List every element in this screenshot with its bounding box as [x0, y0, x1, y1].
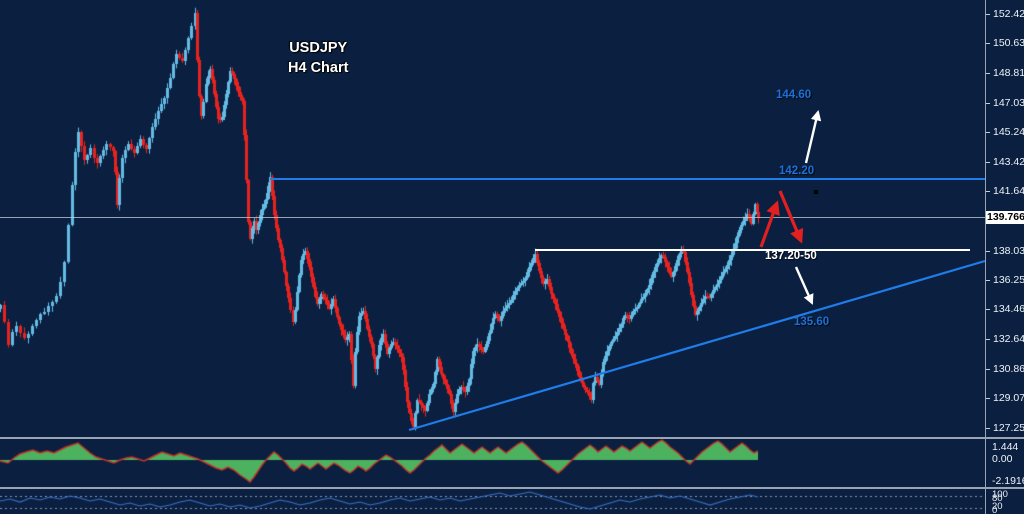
- support-line-137[interactable]: [535, 249, 970, 251]
- axis-tick: [986, 428, 990, 429]
- resistance-line-142[interactable]: [270, 178, 985, 180]
- axis-tick: [986, 43, 990, 44]
- price-axis-label: 150.635: [993, 37, 1024, 49]
- current-price-tag: 139.766: [986, 211, 1024, 224]
- timeframe-label: H4 Chart: [288, 60, 349, 76]
- price-axis-label: 130.860: [993, 363, 1024, 375]
- axis-tick: [986, 73, 990, 74]
- price-axis-label: 129.075: [993, 392, 1024, 404]
- axis-tick: [986, 369, 990, 370]
- axis-tick: [986, 162, 990, 163]
- price-axis-label: 147.030: [993, 97, 1024, 109]
- oscillator-scale-min: -2.1916: [992, 475, 1024, 487]
- axis-tick: [986, 14, 990, 15]
- axis-tick: [986, 191, 990, 192]
- chart-title: USDJPY H4 Chart: [288, 38, 348, 78]
- price-axis-label: 132.645: [993, 333, 1024, 345]
- stochastic-scale-80: 80: [992, 493, 1003, 504]
- stochastic-scale-20: 20: [992, 501, 1003, 512]
- annotation-resistance: 142.20: [779, 165, 815, 177]
- price-axis-border: [985, 0, 986, 514]
- panel-separator-2[interactable]: [0, 487, 1024, 489]
- annotation-support-zone: 137.20-50: [765, 250, 817, 262]
- axis-tick: [986, 398, 990, 399]
- axis-tick: [986, 280, 990, 281]
- oscillator-scale-max: 1.444: [992, 441, 1019, 453]
- price-axis-label: 143.425: [993, 156, 1024, 168]
- price-axis-label: 141.640: [993, 185, 1024, 197]
- price-axis-label: 152.420: [993, 8, 1024, 20]
- price-axis-label: 145.245: [993, 126, 1024, 138]
- object-anchor-dot[interactable]: [814, 190, 818, 194]
- oscillator-scale-zero: 0.00: [992, 453, 1013, 465]
- axis-tick: [986, 309, 990, 310]
- price-axis-label: 134.465: [993, 303, 1024, 315]
- stochastic-scale-0: 0: [992, 505, 998, 514]
- annotation-target-up: 144.60: [776, 89, 812, 101]
- symbol-label: USDJPY: [289, 40, 348, 56]
- panel-separator-1[interactable]: [0, 437, 1024, 439]
- current-price-line: [0, 217, 985, 218]
- price-axis-label: 127.255: [993, 422, 1024, 434]
- annotation-target-down: 135.60: [794, 316, 830, 328]
- axis-tick: [986, 339, 990, 340]
- axis-tick: [986, 132, 990, 133]
- axis-tick: [986, 251, 990, 252]
- axis-tick: [986, 103, 990, 104]
- price-axis-label: 138.035: [993, 245, 1024, 257]
- price-axis-label: 136.250: [993, 274, 1024, 286]
- price-axis-label: 148.815: [993, 67, 1024, 79]
- stochastic-scale-100: 100: [992, 489, 1008, 500]
